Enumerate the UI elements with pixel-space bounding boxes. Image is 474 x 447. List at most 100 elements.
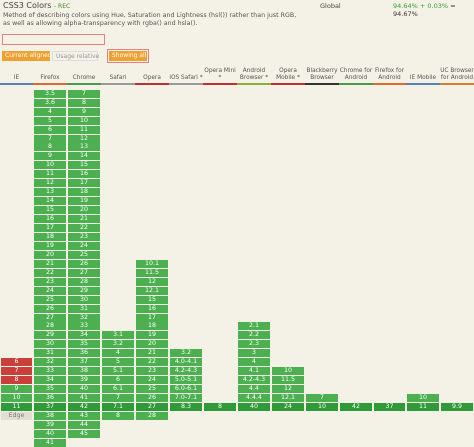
support-cell[interactable]: 13 — [34, 188, 66, 197]
support-cell[interactable]: 13 — [68, 143, 100, 152]
support-cell[interactable]: 4.2-4.3 — [170, 367, 202, 376]
support-cell[interactable]: 16 — [136, 304, 168, 313]
browser-header-safari[interactable]: Safari — [101, 63, 135, 85]
support-cell[interactable]: 43 — [68, 411, 100, 420]
support-cell[interactable]: 7 — [68, 89, 100, 98]
support-cell[interactable]: 4.2-4.3 — [238, 376, 270, 385]
support-cell[interactable]: 38 — [68, 367, 100, 376]
support-cell[interactable]: 7.1 — [102, 403, 134, 411]
support-cell[interactable]: 42 — [68, 403, 100, 411]
support-cell[interactable]: 7 — [306, 394, 338, 403]
support-cell[interactable]: 20 — [68, 206, 100, 215]
support-cell[interactable]: 29 — [68, 286, 100, 295]
support-cell[interactable]: 10 — [34, 161, 66, 170]
browser-header-chrome-android[interactable]: Chrome for Android — [339, 63, 373, 85]
support-cell[interactable]: 12 — [136, 277, 168, 286]
browser-header-blackberry[interactable]: Blackberry Browser — [305, 63, 339, 85]
support-cell[interactable]: 27 — [68, 268, 100, 277]
support-cell[interactable]: 17 — [68, 179, 100, 188]
support-cell[interactable]: 24 — [68, 241, 100, 250]
support-cell[interactable]: 3.2 — [170, 349, 202, 358]
support-cell[interactable]: 18 — [68, 188, 100, 197]
support-cell[interactable]: 12.1 — [136, 286, 168, 295]
support-cell[interactable]: 38 — [34, 411, 66, 420]
support-cell[interactable]: 8 — [68, 98, 100, 107]
browser-header-chrome[interactable]: Chrome — [67, 63, 101, 85]
support-cell[interactable]: 6.0-6.1 — [170, 385, 202, 394]
support-cell[interactable]: 8 — [34, 143, 66, 152]
support-cell[interactable]: 2.3 — [238, 340, 270, 349]
support-cell[interactable]: 27 — [34, 313, 66, 322]
support-cell[interactable]: 4.1 — [238, 367, 270, 376]
support-cell[interactable]: 30 — [34, 340, 66, 349]
browser-header-ff-android[interactable]: Firefox for Android — [373, 63, 406, 85]
support-cell[interactable]: 12 — [68, 134, 100, 143]
support-cell[interactable]: 25 — [136, 385, 168, 394]
support-cell[interactable]: 26 — [34, 304, 66, 313]
support-cell[interactable]: 14 — [68, 152, 100, 161]
support-cell[interactable]: 36 — [34, 394, 66, 403]
support-cell[interactable]: 6 — [102, 376, 134, 385]
support-cell[interactable]: 9 — [34, 152, 66, 161]
browser-header-opera-mini[interactable]: Opera Mini * — [203, 63, 237, 85]
support-cell[interactable]: 17 — [136, 313, 168, 322]
support-cell[interactable]: 14 — [34, 197, 66, 206]
browser-header-opera-mobile[interactable]: Opera Mobile * — [271, 63, 305, 85]
support-cell[interactable]: 2.1 — [238, 322, 270, 331]
support-cell[interactable]: 3.6 — [34, 98, 66, 107]
show-all-button[interactable]: Showing all — [109, 51, 147, 61]
support-cell[interactable]: 11 — [407, 403, 439, 411]
current-aligned-button[interactable]: Current aligned — [2, 51, 52, 61]
support-cell[interactable]: 22 — [68, 224, 100, 232]
support-cell[interactable]: 30 — [68, 295, 100, 304]
support-cell[interactable]: 5 — [34, 116, 66, 125]
browser-header-firefox[interactable]: Firefox — [33, 63, 67, 85]
support-cell[interactable]: 11 — [68, 125, 100, 134]
support-cell[interactable]: 8 — [1, 376, 32, 385]
support-cell[interactable]: 23 — [34, 277, 66, 286]
support-cell[interactable]: 12 — [272, 385, 304, 394]
support-cell[interactable]: 37 — [68, 358, 100, 367]
support-cell[interactable]: 31 — [68, 304, 100, 313]
support-cell[interactable]: 19 — [68, 197, 100, 206]
support-cell[interactable]: 7.0-7.1 — [170, 394, 202, 403]
support-cell[interactable]: 24 — [136, 376, 168, 385]
support-cell[interactable]: 25 — [68, 250, 100, 259]
support-cell[interactable]: 3.2 — [102, 340, 134, 349]
support-cell[interactable]: 37 — [374, 403, 405, 411]
support-cell[interactable]: 4.4 — [238, 385, 270, 394]
support-cell[interactable]: 10 — [1, 394, 32, 403]
support-cell[interactable]: 26 — [68, 259, 100, 268]
support-cell[interactable]: 40 — [68, 385, 100, 394]
support-cell[interactable]: 10 — [68, 116, 100, 125]
support-cell[interactable]: 21 — [34, 259, 66, 268]
support-cell[interactable]: 19 — [136, 331, 168, 340]
support-cell[interactable]: 33 — [68, 322, 100, 331]
support-cell[interactable]: 15 — [34, 206, 66, 215]
support-cell[interactable]: 28 — [136, 411, 168, 420]
support-cell[interactable]: 8.3 — [170, 403, 202, 411]
support-cell[interactable]: 15 — [68, 161, 100, 170]
browser-header-ie[interactable]: IE — [0, 63, 33, 85]
support-cell[interactable]: 12.1 — [272, 394, 304, 403]
support-cell[interactable]: 34 — [34, 376, 66, 385]
support-cell[interactable]: 24 — [34, 286, 66, 295]
support-cell[interactable]: 4 — [238, 358, 270, 367]
support-cell[interactable]: 33 — [34, 367, 66, 376]
support-cell[interactable]: 4.0-4.1 — [170, 358, 202, 367]
support-cell[interactable]: 9.9 — [441, 403, 473, 411]
support-cell[interactable]: 7 — [1, 367, 32, 376]
support-cell[interactable]: 35 — [34, 385, 66, 394]
support-cell[interactable]: 39 — [34, 420, 66, 429]
support-cell[interactable]: 32 — [34, 358, 66, 367]
support-cell[interactable]: 34 — [68, 331, 100, 340]
browser-header-ios[interactable]: iOS Safari * — [169, 63, 203, 85]
support-cell[interactable]: 44 — [68, 420, 100, 429]
support-cell[interactable]: 42 — [340, 403, 372, 411]
support-cell[interactable]: 6.1 — [102, 385, 134, 394]
support-cell[interactable]: 31 — [34, 349, 66, 358]
support-cell[interactable]: 8 — [102, 411, 134, 420]
support-cell[interactable]: 9 — [68, 107, 100, 116]
browser-header-opera[interactable]: Opera — [135, 63, 169, 85]
support-cell[interactable]: 29 — [34, 331, 66, 340]
